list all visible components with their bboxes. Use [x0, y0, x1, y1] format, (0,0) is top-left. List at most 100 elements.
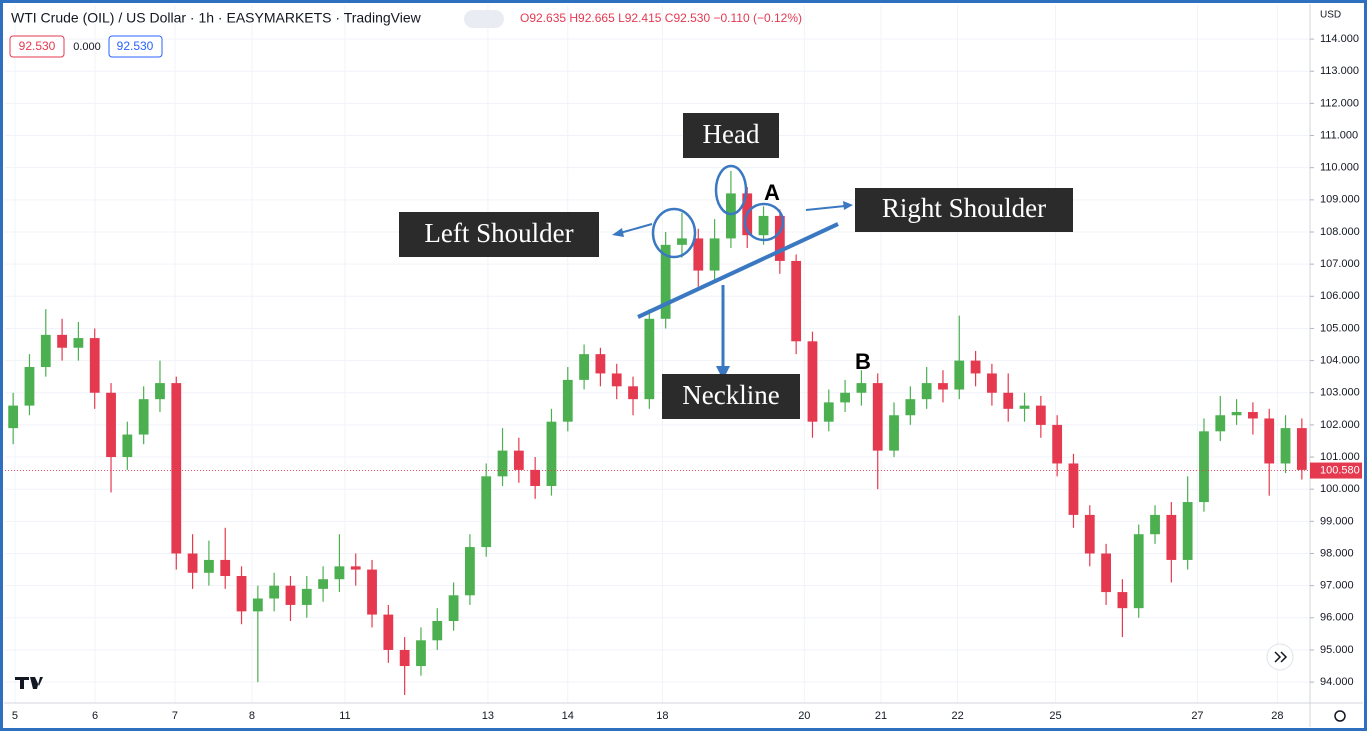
x-tick-label: 13 — [482, 710, 494, 722]
candle-body — [1068, 463, 1079, 515]
x-tick-label: 11 — [339, 710, 350, 722]
y-tick-label: 114.000 — [1320, 33, 1359, 45]
right-arrow — [805, 205, 846, 211]
ask-box[interactable] — [108, 35, 163, 58]
candle-body — [595, 354, 606, 374]
neckline-box — [662, 374, 800, 419]
candle-body — [24, 367, 35, 406]
tradingview-logo[interactable] — [15, 677, 43, 689]
x-tick-label: 7 — [172, 710, 178, 722]
grid — [5, 5, 1310, 703]
symbol-title: WTI Crude (OIL) / US Dollar · 1h · EASYM… — [11, 10, 422, 26]
scroll-icon — [1274, 651, 1288, 663]
candle-body — [138, 399, 149, 435]
y-tick-label: 105.000 — [1320, 322, 1360, 334]
y-tick-label: 112.000 — [1320, 97, 1359, 109]
candle-body — [269, 585, 280, 599]
candle-body — [187, 553, 198, 573]
candle-body — [497, 450, 508, 477]
x-tick-label: 5 — [12, 710, 18, 722]
neckline-label: Neckline — [682, 380, 779, 410]
candle-body — [628, 386, 638, 400]
candle-body — [905, 399, 916, 416]
candle-body — [677, 238, 687, 245]
candle-body — [1117, 592, 1128, 609]
bid-box[interactable] — [9, 35, 65, 58]
candle-body — [987, 373, 997, 393]
candle-body — [970, 360, 981, 374]
candle-body — [57, 334, 67, 348]
candle-body — [1248, 412, 1258, 419]
y-tick-label: 113.000 — [1320, 65, 1359, 77]
toggle-pill[interactable] — [464, 10, 504, 28]
y-tick-label: 97.000 — [1320, 580, 1354, 592]
candle-body — [122, 434, 133, 458]
candle-body — [481, 476, 492, 548]
x-tick-label: 27 — [1191, 710, 1203, 722]
left-arrow — [619, 223, 653, 234]
candle-body — [726, 193, 736, 239]
candle-body — [171, 383, 182, 554]
candle-body — [399, 649, 410, 667]
left-shoulder-box — [399, 212, 599, 257]
candle-body — [318, 579, 328, 589]
candle-body — [252, 598, 263, 612]
candle-body — [236, 576, 247, 612]
candle-body — [432, 621, 443, 641]
axes: 94.000 95.000 96.000 97.000 98.000 99.000 100.… — [5, 33, 1362, 722]
candle-body — [1150, 514, 1160, 535]
candle-body — [1231, 412, 1242, 416]
candle-body — [155, 383, 165, 400]
y-tick-label: 95.000 — [1320, 644, 1354, 656]
candle-body — [220, 559, 231, 577]
right-shoulder-circle — [743, 202, 785, 242]
candle-body — [791, 260, 802, 342]
candle-body — [889, 415, 899, 451]
candle-body — [1215, 415, 1226, 432]
y-tick-label: 109.000 — [1320, 194, 1360, 206]
y-tick-label: 111.000 — [1320, 129, 1358, 141]
y-tick-label: 104.000 — [1320, 354, 1360, 366]
candle-body — [954, 360, 965, 390]
x-tick-label: 20 — [798, 710, 810, 722]
candle-body — [660, 244, 671, 319]
x-tick-label: 21 — [875, 710, 887, 722]
candle-body — [1296, 428, 1307, 470]
candle-body — [465, 547, 475, 596]
y-tick-label: 107.000 — [1320, 258, 1360, 270]
candle-body — [562, 379, 573, 422]
y-tick-label: 96.000 — [1320, 612, 1354, 624]
y-tick-label: 110.000 — [1320, 162, 1359, 174]
candle-body — [872, 383, 883, 451]
settings-icon[interactable] — [1334, 710, 1346, 722]
x-tick-label: 8 — [249, 710, 255, 722]
candle-body — [530, 469, 541, 486]
candle-body — [73, 338, 84, 348]
arrow-head — [716, 366, 730, 380]
point-a-label: A — [764, 180, 780, 205]
candle-body — [856, 383, 867, 393]
right-shoulder-label: Right Shoulder — [882, 193, 1046, 223]
candle-body — [774, 215, 785, 261]
candle-body — [1166, 514, 1177, 560]
candle-body — [448, 595, 459, 622]
candle-body — [579, 354, 589, 380]
x-tick-label: 25 — [1049, 710, 1061, 722]
spread: 0.000 — [73, 41, 101, 53]
candle-body — [106, 392, 116, 458]
candle-body — [1035, 405, 1046, 425]
candle-body — [840, 392, 850, 403]
left-shoulder-label: Left Shoulder — [424, 218, 573, 248]
currency-label: USD — [1320, 10, 1341, 21]
candle-body — [1133, 534, 1144, 609]
candle-body — [644, 318, 655, 400]
candle-body — [823, 402, 834, 422]
candle-body — [513, 450, 524, 470]
candle-body — [1199, 431, 1209, 503]
candle-body — [416, 640, 426, 667]
y-tick-label: 102.000 — [1320, 419, 1360, 431]
candle-body — [921, 383, 932, 400]
